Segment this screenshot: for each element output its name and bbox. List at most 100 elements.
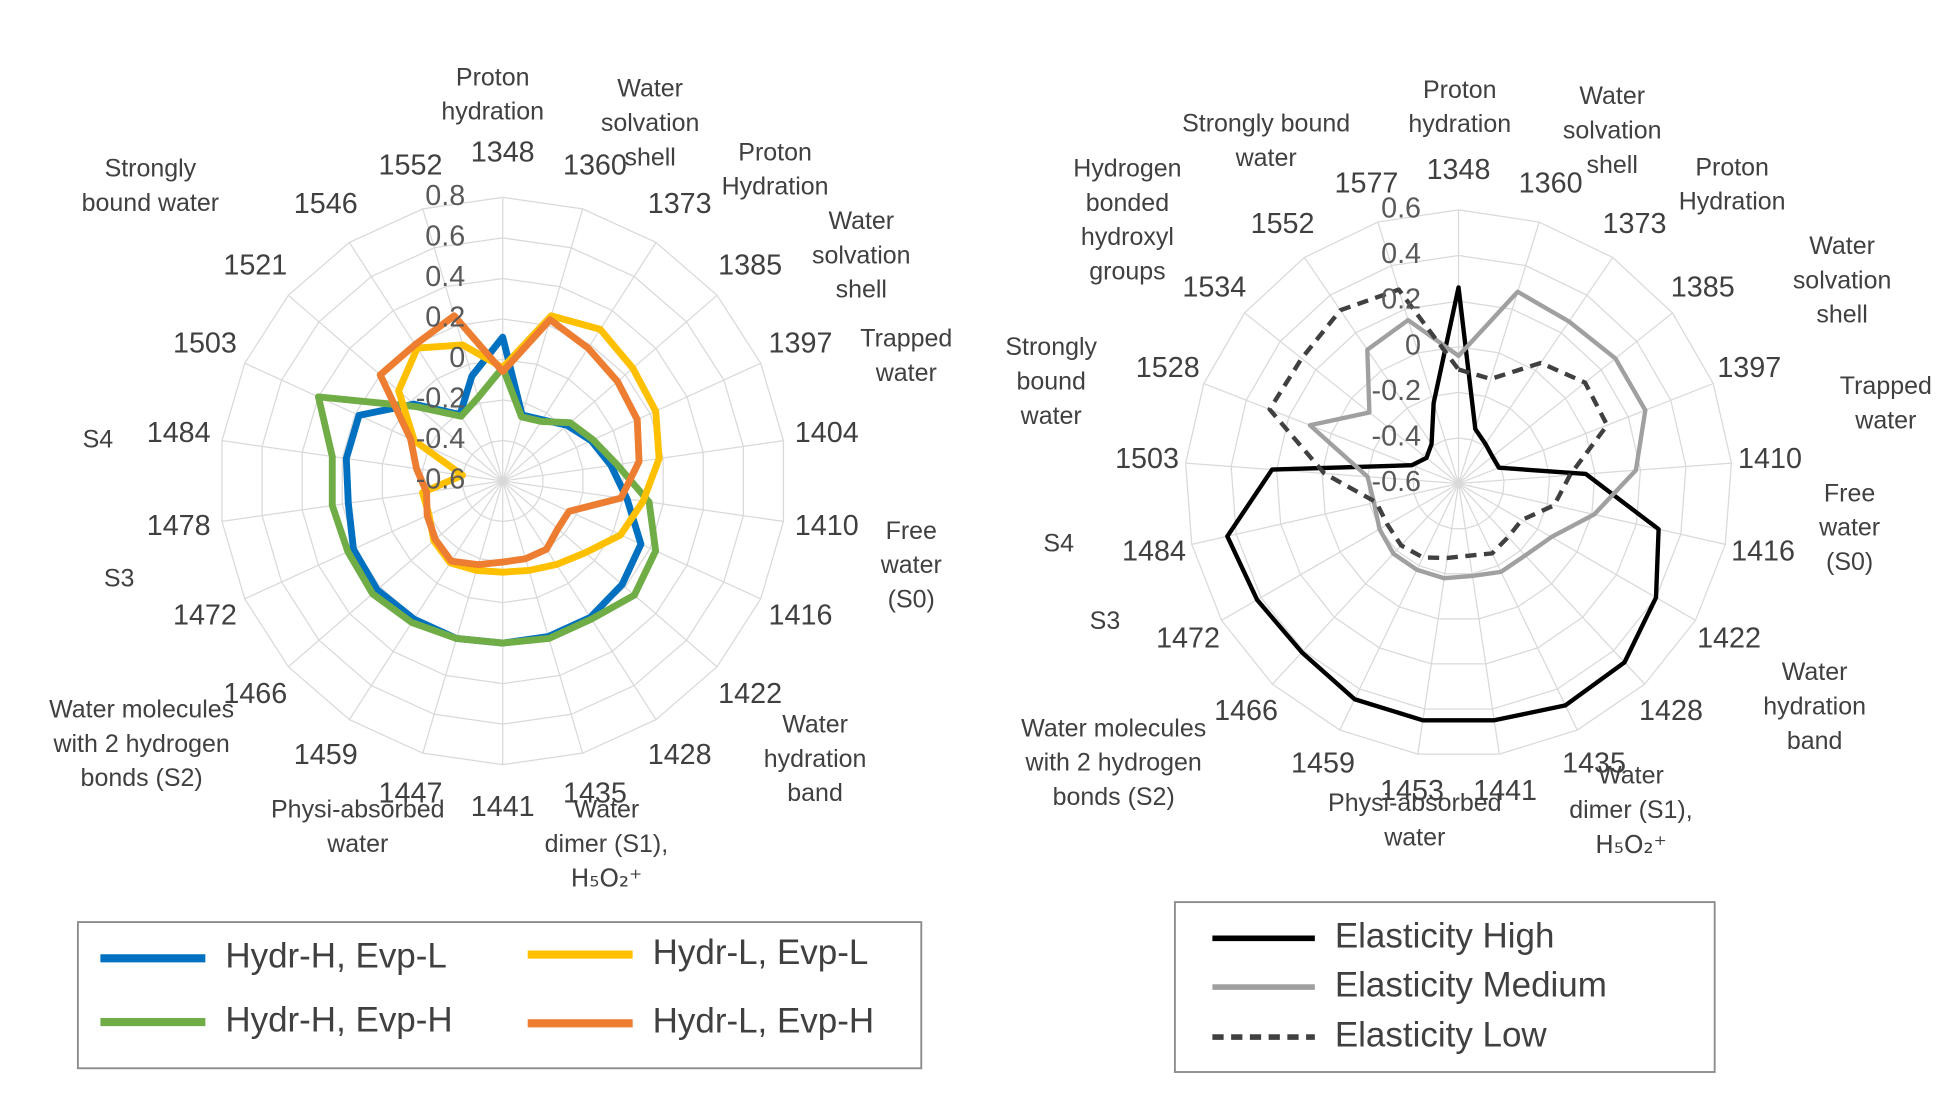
category-label: 1410: [1738, 443, 1802, 475]
category-label: 1534: [1182, 271, 1246, 303]
spoke: [348, 480, 504, 720]
spoke: [1377, 221, 1460, 484]
annotation: bonded: [1086, 189, 1169, 217]
category-label: 1552: [379, 150, 443, 182]
annotation: water: [1235, 144, 1297, 172]
category-label: 1472: [173, 600, 237, 632]
annotation: Proton: [456, 63, 530, 91]
r-tick-label: 0: [449, 342, 465, 374]
annotation: band: [787, 779, 843, 807]
spoke: [502, 480, 584, 754]
annotation: with 2 hydrogen: [52, 730, 229, 758]
spoke: [422, 480, 504, 754]
annotation: H₅O₂⁺: [571, 864, 643, 893]
annotation: Proton: [738, 138, 812, 166]
category-label: 1521: [223, 249, 287, 281]
annotation: Proton: [1423, 76, 1497, 104]
category-label: 1447: [379, 778, 443, 810]
legend-label: Elasticity Low: [1335, 1015, 1548, 1054]
r-tick-label: 0: [1405, 329, 1421, 361]
legend-box: [76, 921, 923, 1070]
category-label: 1484: [147, 417, 211, 449]
category-label: 1385: [718, 249, 782, 281]
annotation: bonds (S2): [81, 764, 203, 792]
spoke: [244, 480, 503, 600]
category-label: 1348: [1427, 154, 1491, 186]
spoke: [502, 242, 657, 482]
spoke: [1457, 483, 1578, 731]
r-tick-label: -0.6: [416, 464, 465, 496]
category-label: 1397: [1717, 352, 1781, 384]
spoke: [1458, 382, 1714, 485]
legend-box: [1173, 901, 1716, 1073]
spoke: [1457, 483, 1500, 755]
category-label: 1360: [563, 150, 627, 182]
annotation: Trapped: [860, 324, 952, 352]
annotation: S4: [83, 426, 114, 454]
annotation: shell: [1587, 151, 1638, 179]
category-label: 1422: [718, 678, 782, 710]
annotation: solvation: [601, 109, 700, 137]
annotation: Hydration: [722, 173, 829, 201]
r-tick-label: -0.4: [416, 423, 466, 455]
annotation: Water: [1809, 232, 1875, 260]
annotation: hydration: [1763, 692, 1866, 720]
spoke: [502, 294, 718, 482]
annotation: Physi-absorbed: [271, 795, 445, 823]
category-label: 1441: [1473, 775, 1537, 807]
grid-ring: [1321, 346, 1596, 620]
series-line: [315, 364, 660, 647]
legend-label: Elasticity High: [1335, 917, 1555, 956]
legend-label: Elasticity Medium: [1335, 965, 1607, 1004]
annotation: hydration: [1408, 110, 1511, 138]
category-label: 1435: [1562, 748, 1626, 780]
category-label: 1459: [294, 739, 358, 771]
category-label: 1478: [147, 510, 211, 542]
category-label: 1552: [1251, 208, 1315, 240]
category-label: 1348: [471, 136, 535, 168]
legend-label: Hydr-H, Evp-L: [225, 937, 447, 976]
spoke: [1458, 462, 1732, 485]
annotation: Water: [1579, 82, 1645, 110]
annotation: hydration: [441, 98, 544, 126]
annotation: (S0): [888, 586, 935, 614]
annotation: hydration: [764, 745, 867, 773]
annotation: Hydration: [1679, 188, 1786, 216]
spoke: [502, 480, 657, 720]
annotation: Free: [886, 517, 937, 545]
annotation: Water: [574, 795, 640, 823]
grid-ring: [1230, 254, 1687, 710]
category-label: 1397: [769, 328, 833, 360]
spoke: [502, 362, 761, 482]
series-line: [1225, 285, 1661, 723]
annotation: Proton: [1695, 153, 1769, 181]
annotation: water: [1854, 406, 1916, 434]
annotation: dimer (S1),: [1569, 796, 1692, 824]
category-label: 1410: [795, 510, 859, 542]
r-tick-label: 0.2: [1381, 284, 1421, 316]
annotation: Trapped: [1840, 372, 1932, 400]
r-tick-label: 0.6: [425, 221, 465, 253]
category-label: 1416: [769, 600, 833, 632]
series-line: [1307, 289, 1648, 581]
annotation: bound: [1016, 368, 1085, 396]
spoke: [502, 480, 761, 600]
annotation: Water: [617, 75, 683, 103]
annotation: bonds (S2): [1053, 783, 1175, 811]
annotation: Hydrogen: [1073, 155, 1181, 183]
spoke: [1339, 483, 1460, 731]
category-label: 1385: [1671, 271, 1735, 303]
r-tick-label: 0.8: [425, 180, 465, 212]
annotation: solvation: [1563, 116, 1662, 144]
category-label: 1404: [795, 417, 859, 449]
spoke: [1458, 312, 1673, 485]
annotation: Water: [1598, 762, 1664, 790]
r-tick-label: 0.2: [425, 302, 465, 334]
annotation: solvation: [1793, 266, 1892, 294]
annotation: bound water: [82, 189, 219, 217]
annotation: Physi-absorbed: [1328, 789, 1502, 817]
category-label: 1453: [1380, 775, 1444, 807]
spoke: [244, 362, 503, 482]
r-tick-label: -0.2: [416, 383, 465, 415]
